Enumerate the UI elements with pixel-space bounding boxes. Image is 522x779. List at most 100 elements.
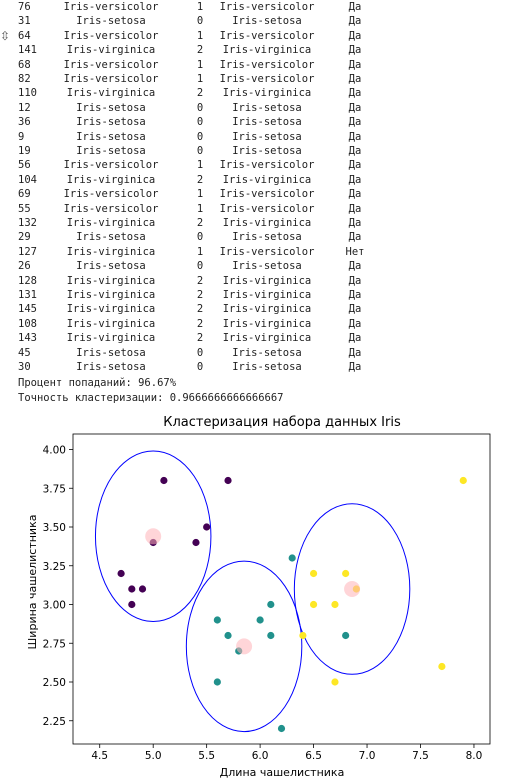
x-tick-label: 7.0 [359, 750, 376, 762]
data-point [331, 678, 339, 686]
row-index: 36 [18, 116, 31, 129]
match-flag: Да [348, 58, 362, 71]
cell-output: ⇳ 76 Iris-versicolor 1 Iris-versicolor Да 31 I… [0, 1, 365, 404]
match-flag: Да [348, 231, 362, 244]
data-point [342, 631, 350, 640]
cluster-id: 2 [196, 317, 204, 330]
match-flag: Да [348, 29, 362, 42]
cluster-id: 2 [196, 173, 204, 186]
cluster-id: 2 [196, 332, 204, 345]
cluster-id: 0 [196, 260, 204, 273]
row-index: 132 [18, 217, 37, 229]
true-label: Iris-versicolor [63, 188, 159, 201]
match-flag: Да [348, 44, 362, 57]
true-label: Iris-virginica [66, 87, 156, 100]
match-flag: Да [348, 145, 362, 157]
match-flag: Да [348, 159, 362, 172]
y-tick-label: 3.75 [43, 483, 66, 495]
data-point [342, 569, 350, 578]
predicted-label: Iris-virginica [222, 289, 312, 301]
row-index: 55 [18, 202, 31, 215]
true-label: Iris-setosa [76, 15, 146, 28]
row-index: 9 [18, 130, 25, 143]
cluster-center [236, 638, 253, 655]
match-flag: Да [348, 289, 362, 301]
predicted-label: Iris-versicolor [219, 202, 315, 215]
data-point [438, 662, 446, 671]
true-label: Iris-virginica [66, 245, 156, 258]
row-index: 76 [18, 1, 31, 13]
true-label: Iris-virginica [66, 44, 156, 57]
row-index: 108 [18, 317, 37, 330]
match-flag: Да [348, 303, 362, 316]
row-index: 141 [18, 44, 37, 57]
predicted-label: Iris-virginica [222, 173, 312, 186]
cluster-id: 1 [196, 1, 204, 13]
match-flag: Да [348, 15, 362, 28]
true-label: Iris-virginica [66, 173, 156, 186]
data-point [277, 724, 286, 733]
predicted-label: Iris-setosa [232, 260, 302, 273]
true-label: Iris-setosa [76, 116, 146, 129]
match-flag: Нет [345, 245, 365, 258]
row-index: 30 [18, 361, 31, 373]
data-point [288, 554, 296, 562]
collapse-output-icon[interactable]: ⇳ [0, 29, 11, 43]
row-index: 29 [18, 231, 31, 244]
data-point [459, 476, 467, 485]
row-index: 128 [18, 274, 37, 287]
row-index: 12 [18, 101, 31, 114]
cluster-id: 1 [196, 58, 204, 71]
cluster-ellipse [293, 503, 411, 675]
row-index: 31 [18, 15, 31, 28]
cluster-id: 2 [196, 217, 204, 229]
predicted-label: Iris-virginica [222, 274, 312, 287]
predicted-label: Iris-virginica [222, 44, 312, 57]
cluster-id: 0 [196, 346, 204, 359]
row-index: 69 [18, 188, 31, 201]
data-point [224, 476, 232, 485]
true-label: Iris-virginica [66, 274, 156, 287]
row-index: 143 [18, 332, 37, 345]
predicted-label: Iris-setosa [232, 116, 302, 129]
plot-area: 4.5 5.0 5.5 6.0 6.5 7.0 7.5 8.0 2.25 2.50 2.75 3.00… [43, 433, 491, 762]
cluster-id: 0 [196, 15, 204, 28]
y-tick-label: 2.25 [43, 716, 66, 728]
predicted-label: Iris-versicolor [219, 159, 315, 172]
row-index: 45 [18, 346, 31, 359]
predicted-label: Iris-virginica [222, 87, 312, 100]
cluster-id: 2 [196, 274, 204, 287]
match-flag: Да [348, 101, 362, 114]
cluster-id: 2 [196, 44, 204, 57]
y-axis-label: Ширина чашелистника [26, 515, 39, 650]
y-tick-label: 4.00 [43, 445, 66, 457]
x-tick-label: 6.5 [305, 750, 322, 762]
cluster-id: 1 [196, 159, 204, 172]
predicted-label: Iris-setosa [232, 15, 302, 28]
x-tick-label: 7.5 [412, 750, 429, 762]
data-point [203, 523, 211, 531]
match-flag: Да [348, 317, 362, 330]
cluster-id: 1 [196, 245, 204, 258]
hit-percent-line: Процент попаданий: 96.67% [18, 377, 177, 389]
y-tick-label: 2.50 [43, 677, 66, 689]
data-point [213, 616, 221, 624]
x-tick-label: 4.5 [91, 750, 108, 762]
data-point [256, 616, 264, 624]
match-flag: Да [348, 116, 362, 129]
true-label: Iris-versicolor [63, 58, 159, 71]
x-tick-label: 8.0 [466, 750, 483, 762]
predicted-label: Iris-setosa [232, 145, 302, 157]
cluster-ellipse [185, 560, 303, 733]
data-point [299, 631, 307, 640]
data-point [267, 631, 275, 640]
true-label: Iris-setosa [76, 361, 146, 373]
data-point [309, 600, 318, 609]
true-label: Iris-versicolor [63, 159, 159, 172]
predicted-label: Iris-versicolor [219, 58, 315, 71]
true-label: Iris-versicolor [63, 202, 159, 215]
data-point [213, 678, 221, 686]
match-flag: Да [348, 260, 362, 273]
row-index: 19 [18, 145, 31, 157]
y-tick-label: 3.25 [43, 561, 66, 573]
